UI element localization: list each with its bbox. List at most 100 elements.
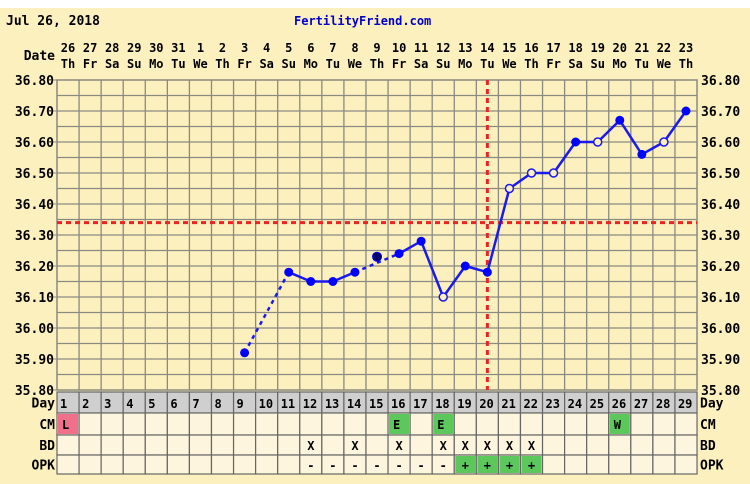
opk-row-label-left: OPK [32, 459, 56, 474]
day-number: 7 [192, 397, 199, 411]
weekday-label: Su [282, 57, 296, 71]
date-label: 10 [392, 41, 406, 55]
bd-value: X [462, 439, 470, 453]
bd-row-cell [365, 434, 389, 456]
temperature-line-segment [596, 119, 621, 143]
date-label: 18 [568, 41, 582, 55]
temperature-point [284, 267, 294, 277]
date-label: 19 [590, 41, 604, 55]
bd-row-cell [144, 434, 168, 456]
opk-row-label-right: OPK [700, 459, 724, 474]
day-row-label-left: Day [32, 397, 56, 412]
weekday-label: Sa [568, 57, 582, 71]
weekday-label: Th [61, 57, 75, 71]
day-number: 6 [170, 397, 177, 411]
cm-row-cell [188, 412, 213, 436]
bd-row-cell [277, 434, 301, 456]
day-number: 17 [413, 397, 427, 411]
opk-row-cell [210, 454, 235, 475]
y-tick-label-left: 36.20 [15, 260, 54, 275]
y-tick-label-left: 35.90 [15, 353, 54, 368]
weekday-label: Th [370, 57, 384, 71]
date-label: 30 [149, 41, 163, 55]
cm-row-cell [210, 412, 235, 436]
opk-row-cell [541, 454, 566, 475]
day-number: 3 [104, 397, 111, 411]
y-tick-label-right: 36.40 [701, 198, 740, 213]
bd-row-cell [100, 434, 124, 456]
temperature-point [328, 277, 338, 286]
bd-row-cell [166, 434, 191, 456]
date-row-label: Date [24, 49, 55, 64]
date-label: 16 [524, 41, 538, 55]
opk-value: - [440, 459, 447, 473]
cm-row-cell [144, 412, 168, 436]
temperature-point [394, 249, 404, 259]
weekday-label: Th [679, 57, 693, 71]
opk-row-cell [188, 454, 213, 475]
weekday-label: Sa [414, 57, 428, 71]
weekday-label: Su [127, 57, 141, 71]
cm-row-cell [475, 412, 499, 436]
bd-row-cell [564, 434, 588, 456]
day-number: 25 [590, 397, 604, 411]
date-label: 5 [285, 41, 292, 55]
cm-value: E [393, 418, 400, 432]
bd-row-cell [122, 434, 146, 456]
day-number: 2 [82, 397, 89, 411]
bd-row-cell [652, 434, 676, 456]
temperature-point [571, 137, 581, 147]
temperature-point [615, 115, 625, 125]
date-label: 20 [613, 41, 627, 55]
date-label: 23 [679, 41, 693, 55]
temperature-point-open [659, 137, 669, 147]
bd-value: X [307, 439, 315, 453]
temperature-point-open [548, 168, 559, 178]
bd-row-cell [409, 434, 433, 456]
date-label: 27 [83, 41, 97, 55]
date-label: 9 [373, 41, 380, 55]
cm-row-cell [166, 412, 191, 436]
opk-value: + [484, 459, 491, 473]
date-label: 4 [263, 41, 270, 55]
opk-row-cell [144, 454, 168, 475]
opk-row-cell [255, 454, 279, 475]
date-label: 17 [546, 41, 560, 55]
weekday-label: Mo [304, 57, 318, 71]
cm-row-cell [321, 412, 345, 436]
opk-value: + [462, 459, 469, 473]
day-number: 4 [126, 397, 133, 411]
weekday-label: Su [590, 57, 604, 71]
cm-row-cell [78, 412, 102, 436]
bd-row-cell [78, 434, 102, 456]
date-label: 13 [458, 41, 472, 55]
cm-row-cell [343, 412, 367, 436]
day-number: 20 [479, 397, 493, 411]
weekday-label: Tu [480, 57, 494, 71]
cm-cell-highlight [609, 414, 630, 434]
cm-row-cell [453, 412, 477, 436]
day-number: 23 [546, 397, 560, 411]
weekday-label: Sa [105, 57, 119, 71]
temperature-point [482, 267, 492, 277]
opk-cell-highlight [499, 456, 520, 473]
bd-value: X [484, 439, 492, 453]
temperature-line-segment [552, 141, 577, 174]
cm-row-cell [519, 412, 544, 436]
cm-value: E [437, 418, 444, 432]
opk-value: + [528, 459, 535, 473]
weekday-label: Th [215, 57, 229, 71]
opk-row-cell [166, 454, 191, 475]
cm-row-cell [652, 412, 676, 436]
bd-row-cell [210, 434, 235, 456]
weekday-label: Tu [635, 57, 649, 71]
temperature-point-open [592, 137, 603, 147]
date-label: 1 [197, 41, 204, 55]
date-label: 28 [105, 41, 119, 55]
cm-cell-highlight [433, 414, 454, 434]
cm-cell-highlight [389, 414, 410, 434]
temperature-point-discarded [372, 251, 383, 262]
bd-row-cell [56, 434, 80, 456]
site-link[interactable]: FertilityFriend.com [294, 14, 431, 28]
cm-row-cell [365, 412, 389, 436]
